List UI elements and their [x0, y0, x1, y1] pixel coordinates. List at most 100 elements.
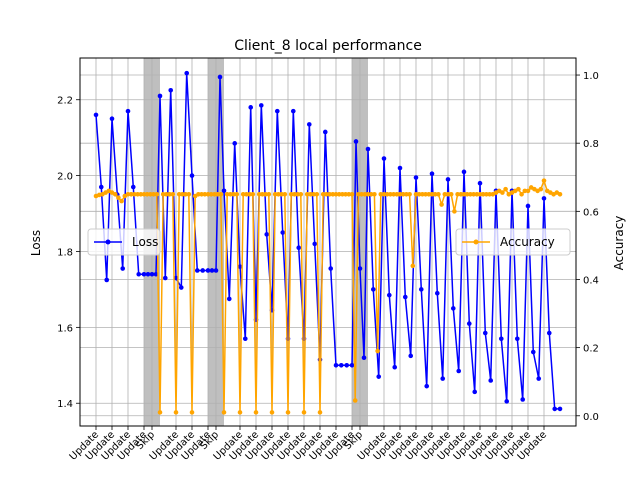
data-point-loss [232, 141, 238, 146]
data-point-accuracy [436, 191, 441, 197]
data-point-accuracy [410, 263, 416, 269]
data-point-loss [274, 108, 280, 114]
chart-title: Client_8 local performance [234, 38, 422, 54]
data-point-loss [317, 357, 323, 362]
data-point-accuracy [237, 410, 243, 415]
data-point-accuracy [170, 191, 176, 197]
data-point-loss [213, 268, 219, 273]
data-point-accuracy [228, 191, 233, 197]
data-point-accuracy [183, 191, 188, 197]
data-point-loss [357, 266, 363, 271]
data-point-loss [365, 146, 371, 152]
data-point-accuracy [253, 410, 259, 415]
data-point-accuracy [362, 191, 368, 197]
data-point-accuracy [324, 191, 329, 197]
data-point-accuracy [391, 191, 396, 197]
data-point-accuracy [375, 348, 380, 354]
data-point-accuracy [538, 186, 544, 192]
data-point-accuracy [269, 410, 275, 415]
data-point-accuracy [180, 191, 185, 197]
data-point-accuracy [400, 191, 406, 197]
data-point-loss [125, 108, 131, 114]
data-point-accuracy [365, 191, 371, 197]
y-tick-label: 1.6 [57, 323, 73, 334]
left-axis-ticks: 1.4 1.6 1.8 2.0 2.2 [57, 96, 80, 410]
data-point-loss [322, 129, 328, 135]
data-point-loss [557, 406, 563, 412]
data-point-accuracy [199, 191, 204, 197]
data-point-accuracy [154, 191, 160, 197]
data-point-loss [488, 378, 494, 383]
data-point-loss [93, 112, 99, 118]
plot-frame [79, 57, 577, 427]
data-point-accuracy [292, 191, 297, 197]
data-point-accuracy [234, 191, 240, 197]
data-point-accuracy [298, 191, 304, 197]
data-point-accuracy [381, 191, 387, 197]
data-point-accuracy [196, 191, 201, 197]
data-point-accuracy [151, 191, 156, 197]
data-point-accuracy [202, 191, 208, 197]
data-point-accuracy [173, 410, 179, 415]
data-point-accuracy [263, 191, 268, 197]
data-point-accuracy [301, 410, 307, 415]
data-point-accuracy [157, 410, 163, 415]
data-point-loss [145, 271, 151, 277]
data-point-accuracy [416, 191, 422, 197]
data-point-loss [514, 336, 520, 342]
data-point-loss [456, 368, 462, 374]
data-point-accuracy [282, 191, 288, 197]
data-point-loss [552, 406, 558, 412]
data-point-loss [392, 364, 398, 370]
right-axis-ticks: 0.0 0.2 0.4 0.6 0.8 1.0 [576, 71, 599, 423]
data-point-accuracy [176, 191, 182, 197]
data-point-accuracy [215, 191, 220, 197]
data-point-accuracy [218, 191, 224, 197]
data-point-accuracy [330, 191, 336, 197]
data-point-loss [296, 245, 302, 250]
data-point-loss [168, 87, 174, 93]
data-point-loss [237, 264, 243, 269]
data-point-accuracy [231, 191, 236, 197]
data-point-accuracy [349, 191, 355, 197]
data-point-accuracy [212, 191, 217, 197]
data-point-loss [226, 296, 232, 302]
data-point-accuracy [423, 191, 428, 197]
data-point-loss [120, 266, 126, 271]
data-point-accuracy [356, 191, 361, 197]
data-point-loss [136, 271, 142, 277]
data-point-accuracy [285, 410, 291, 415]
y-tick-label: 2.0 [57, 172, 73, 183]
data-point-accuracy [474, 191, 480, 197]
y-axis-label-right: Accuracy [612, 216, 626, 271]
data-point-loss [498, 336, 504, 342]
y2-tick-label: 1.0 [583, 71, 599, 82]
data-point-loss [194, 268, 200, 273]
data-point-accuracy [519, 191, 524, 197]
data-point-loss [200, 268, 206, 273]
data-point-accuracy [327, 191, 332, 197]
data-point-accuracy [343, 191, 348, 197]
data-point-loss [418, 287, 424, 292]
data-point-accuracy [320, 191, 326, 197]
data-point-loss [353, 139, 359, 144]
data-point-accuracy [308, 191, 313, 197]
data-point-accuracy [119, 198, 124, 204]
data-point-accuracy [224, 191, 230, 197]
data-point-accuracy [461, 191, 467, 197]
data-point-loss [361, 355, 367, 361]
data-point-accuracy [144, 191, 150, 197]
data-point-accuracy [132, 191, 137, 197]
data-point-accuracy [128, 191, 134, 197]
data-point-loss [429, 171, 435, 177]
data-point-accuracy [256, 191, 262, 197]
data-point-loss [221, 188, 227, 194]
data-point-loss [312, 241, 318, 247]
data-point-accuracy [384, 191, 390, 197]
data-point-accuracy [541, 178, 547, 183]
data-point-loss [525, 203, 531, 209]
legend-loss: Loss [87, 228, 161, 256]
data-point-accuracy [413, 191, 419, 197]
y-tick-label: 1.4 [57, 399, 73, 410]
